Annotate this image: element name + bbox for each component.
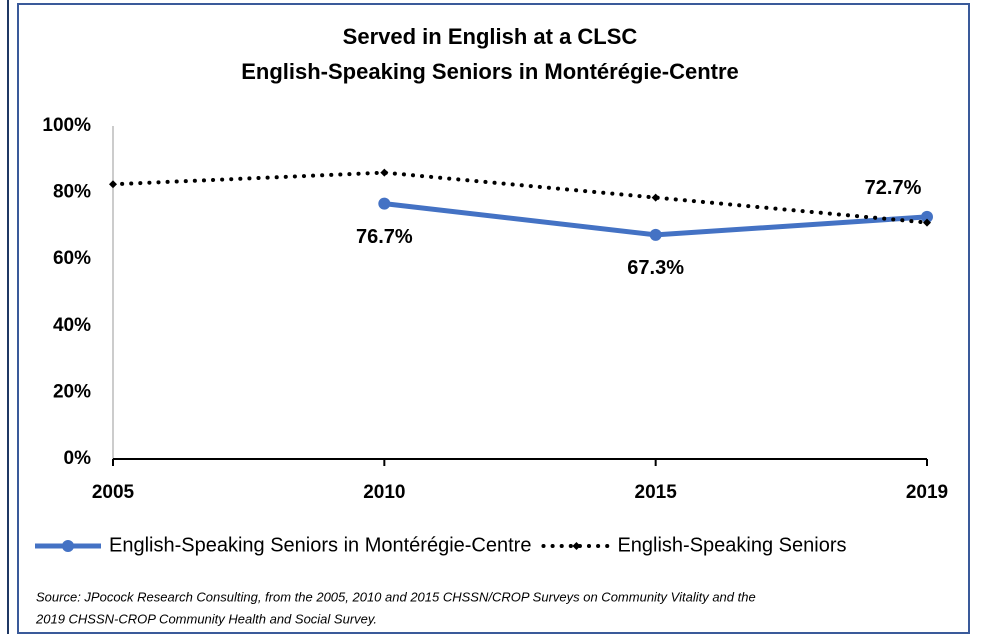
y-tick-label: 0% <box>64 448 92 469</box>
series-line <box>111 170 929 225</box>
source-note: 2019 CHSSN-CROP Community Health and Soc… <box>35 611 377 626</box>
x-tick-label: 2015 <box>635 482 678 503</box>
data-label: 72.7% <box>865 177 922 199</box>
x-tick-label: 2019 <box>906 482 948 503</box>
point-marker <box>378 197 391 210</box>
legend-marker <box>572 542 581 550</box>
x-tick-label: 2010 <box>363 482 405 503</box>
y-tick-label: 80% <box>53 182 91 203</box>
data-label: 67.3% <box>627 257 684 279</box>
chart-frame <box>17 3 970 634</box>
point-marker <box>649 228 662 241</box>
legend-label: English-Speaking Seniors <box>617 534 846 556</box>
chart-title: Served in English at a CLSC <box>343 24 638 49</box>
legend-marker <box>62 540 74 552</box>
data-label: 76.7% <box>356 226 413 248</box>
point-marker <box>921 210 933 223</box>
y-tick-label: 40% <box>53 315 91 336</box>
y-tick-label: 20% <box>53 381 91 402</box>
y-tick-label: 100% <box>42 115 91 136</box>
point-marker <box>109 180 117 189</box>
y-tick-label: 60% <box>53 248 91 269</box>
point-marker <box>651 193 660 202</box>
legend-label: English-Speaking Seniors in Montérégie-C… <box>109 534 531 556</box>
chart-subtitle: English-Speaking Seniors in Montérégie-C… <box>241 59 739 84</box>
point-marker <box>923 218 931 227</box>
x-tick-label: 2005 <box>92 482 135 503</box>
point-marker <box>380 168 389 177</box>
source-note: Source: JPocock Research Consulting, fro… <box>36 589 756 604</box>
